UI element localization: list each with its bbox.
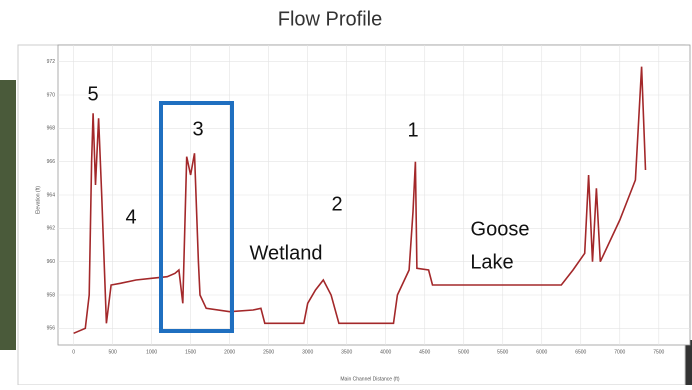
x-tick-label: 5000 — [458, 349, 469, 355]
annotation: 5 — [87, 83, 98, 105]
x-tick-label: 3000 — [302, 349, 313, 355]
annotation: Wetland — [249, 242, 322, 264]
x-axis-label: Main Channel Distance (ft) — [340, 376, 400, 382]
x-tick-label: 6500 — [575, 349, 586, 355]
y-tick-label: 960 — [47, 259, 56, 265]
highlight-box — [159, 101, 234, 333]
annotation: 3 — [192, 118, 203, 140]
background-photo — [0, 80, 16, 350]
annotation: 1 — [407, 119, 418, 141]
x-tick-label: 4500 — [419, 349, 430, 355]
annotation: 4 — [125, 206, 136, 228]
y-tick-label: 972 — [47, 59, 56, 65]
x-tick-label: 2000 — [224, 349, 235, 355]
y-tick-label: 964 — [47, 192, 56, 198]
x-tick-label: 7000 — [614, 349, 625, 355]
x-tick-label: 1500 — [185, 349, 196, 355]
annotation: Goose — [471, 218, 530, 240]
x-tick-label: 500 — [108, 349, 117, 355]
y-tick-label: 970 — [47, 92, 56, 98]
y-tick-label: 958 — [47, 292, 56, 298]
x-tick-label: 3500 — [341, 349, 352, 355]
background-photo — [685, 340, 692, 385]
x-tick-label: 6000 — [536, 349, 547, 355]
y-tick-label: 968 — [47, 126, 56, 132]
x-tick-label: 4000 — [380, 349, 391, 355]
annotation: Lake — [470, 251, 513, 273]
x-tick-label: 0 — [72, 349, 75, 355]
y-tick-label: 962 — [47, 226, 56, 232]
y-axis-label: Elevation (ft) — [35, 186, 41, 214]
x-tick-label: 7500 — [653, 349, 664, 355]
x-tick-label: 1000 — [146, 349, 157, 355]
y-tick-label: 966 — [47, 159, 56, 165]
x-tick-label: 5500 — [497, 349, 508, 355]
chart-title: Flow Profile — [278, 8, 382, 30]
data-line — [73, 66, 647, 335]
x-tick-label: 2500 — [263, 349, 274, 355]
annotation: 2 — [331, 193, 342, 215]
y-tick-label: 956 — [47, 326, 56, 332]
